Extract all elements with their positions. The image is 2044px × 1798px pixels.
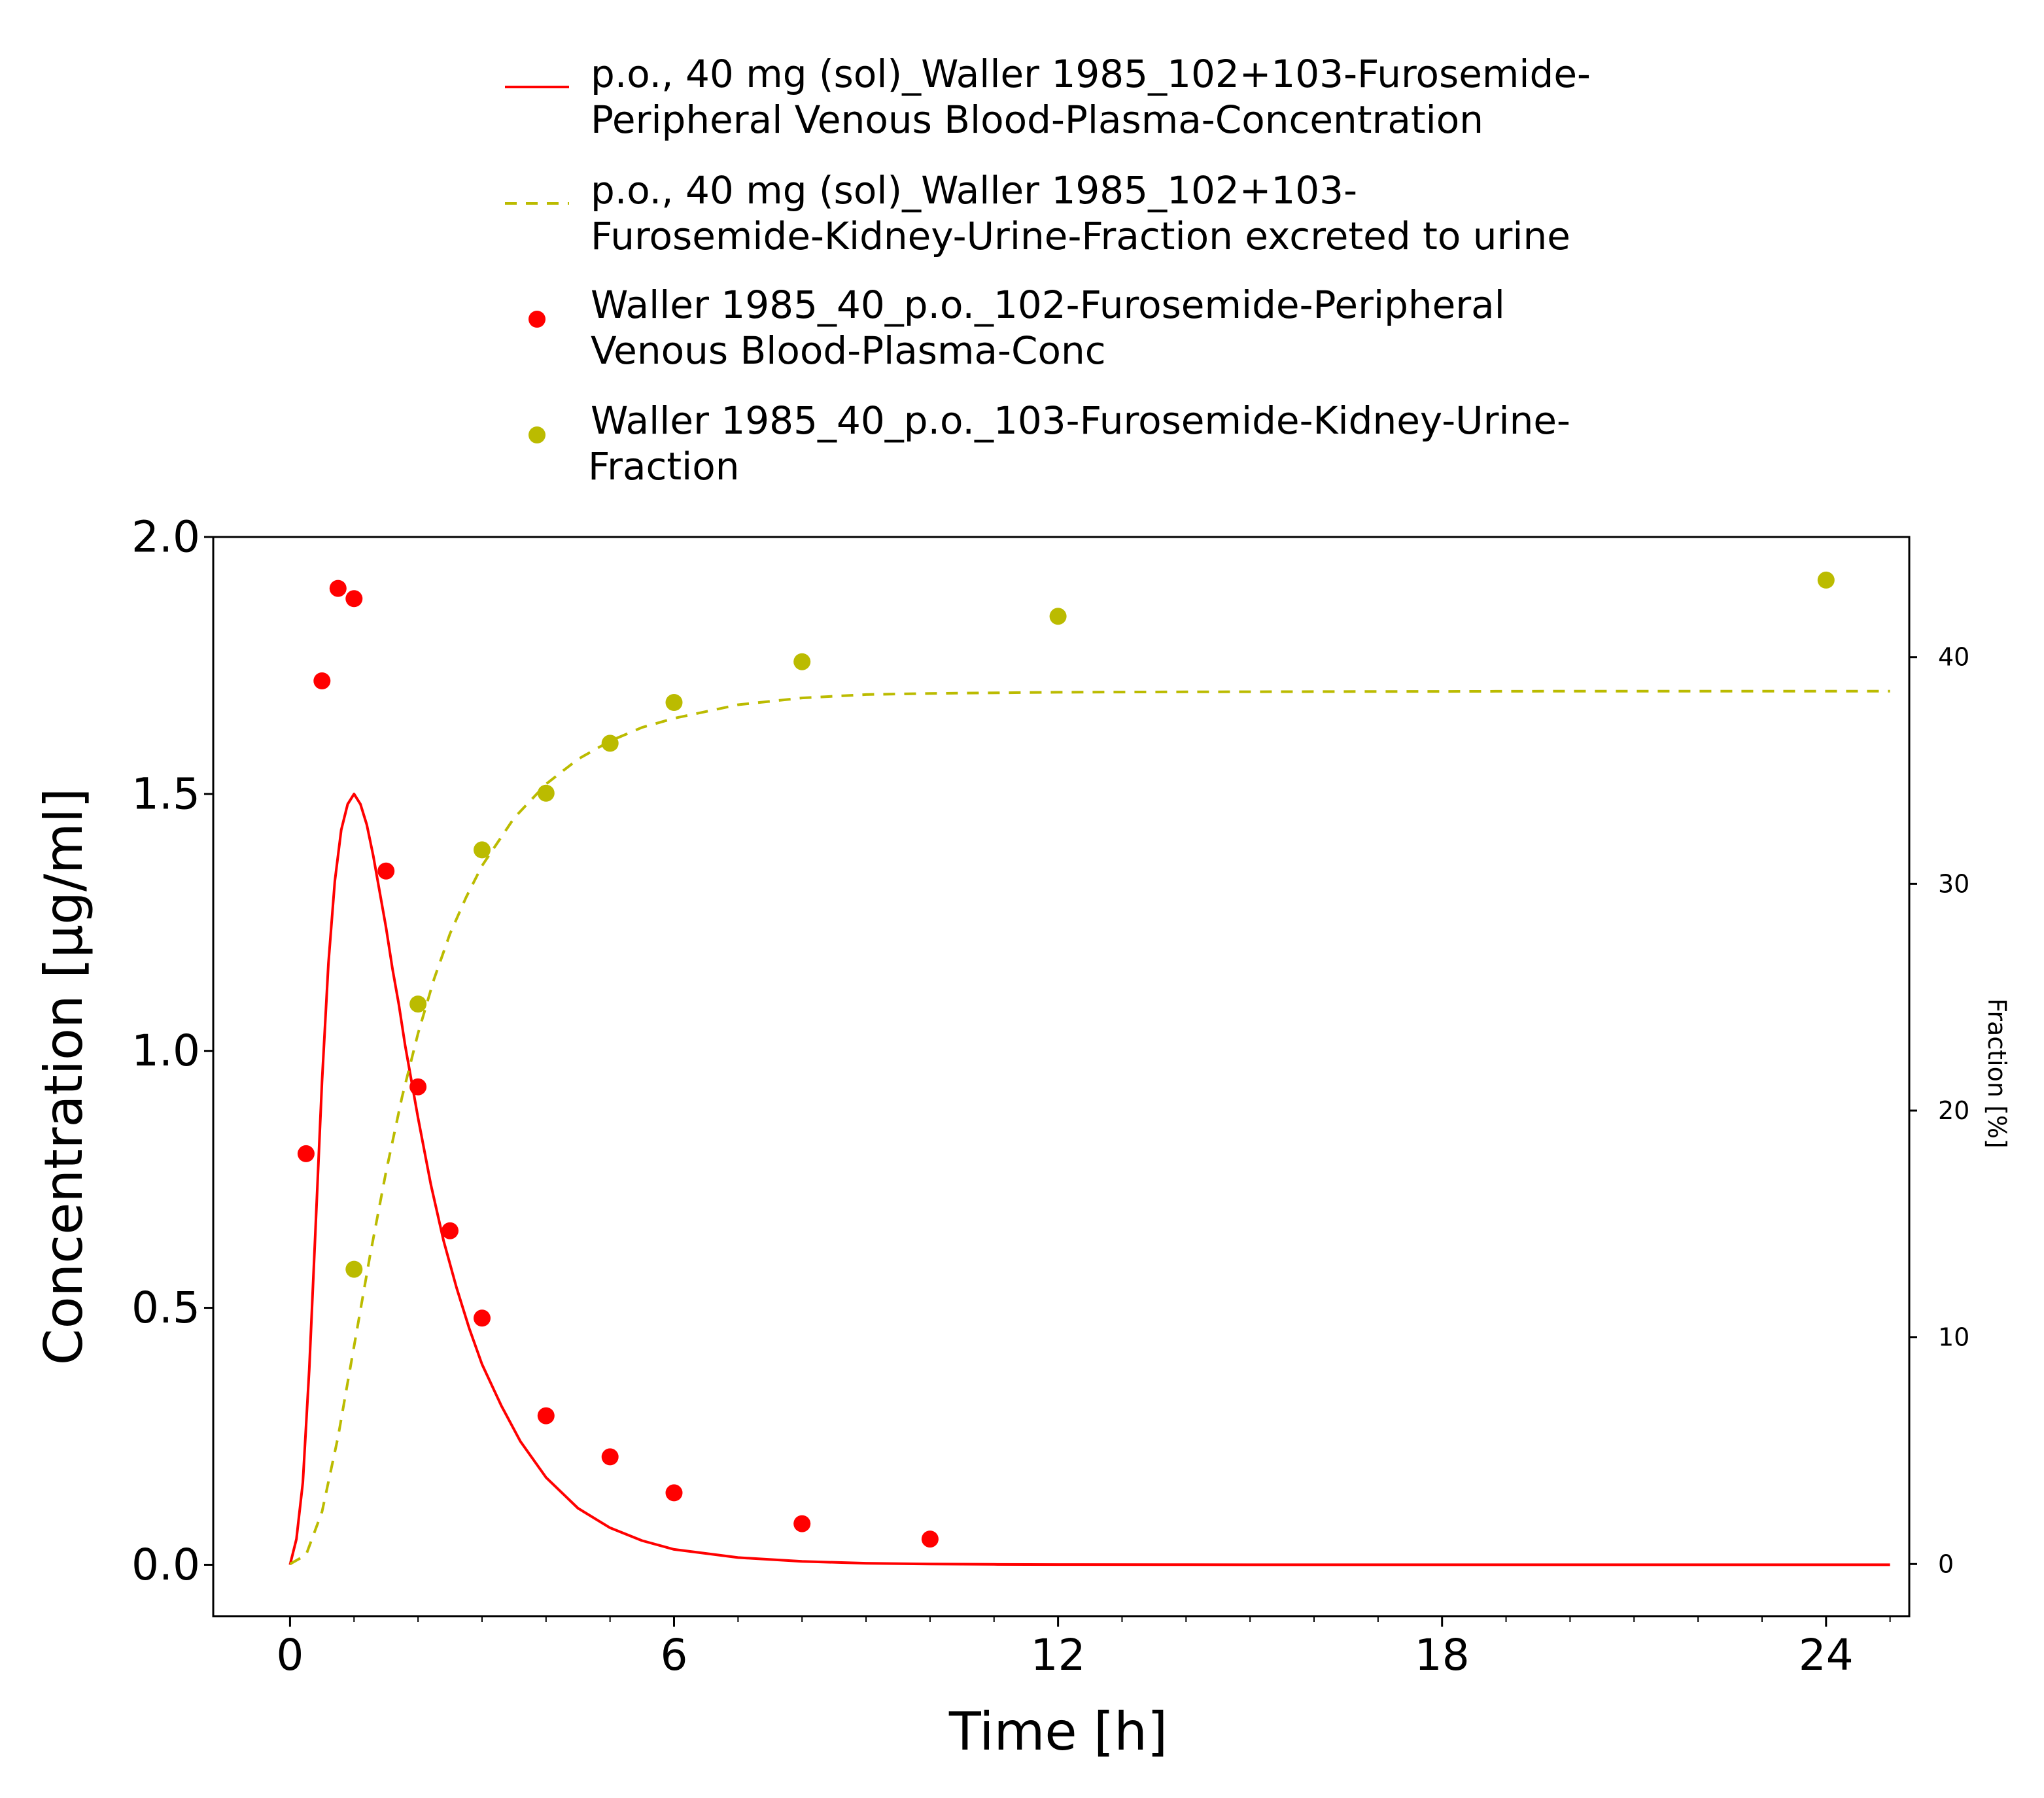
point-obs_plasma xyxy=(601,1448,619,1466)
y-tick-label: 2.0 xyxy=(131,512,200,562)
legend-entry-sim-urine: p.o., 40 mg (sol)_Waller 1985_102+103- F… xyxy=(505,168,1570,258)
series-sim_plasma xyxy=(288,792,1890,1566)
y2-tick-label: 30 xyxy=(1938,869,1969,898)
legend-marker-obs-plasma xyxy=(528,311,546,328)
y-tick-label: 1.5 xyxy=(131,769,200,819)
point-obs_urine xyxy=(793,653,811,670)
point-obs_urine xyxy=(537,784,555,802)
y-tick-label: 0.5 xyxy=(131,1283,200,1333)
legend-label-sim-urine-line2: Furosemide-Kidney-Urine-Fraction excrete… xyxy=(591,214,1570,258)
legend-entry-obs-plasma: Waller 1985_40_p.o._102-Furosemide-Perip… xyxy=(528,283,1505,373)
legend-label-obs-plasma-line1: Waller 1985_40_p.o._102-Furosemide-Perip… xyxy=(591,283,1505,327)
point-obs_urine xyxy=(1049,608,1067,625)
point-obs_plasma xyxy=(313,672,331,689)
series-layer xyxy=(288,571,1890,1566)
point-obs_plasma xyxy=(793,1515,811,1532)
point-obs_plasma xyxy=(537,1407,555,1425)
point-obs_urine xyxy=(345,1260,363,1278)
legend-label-sim-plasma-line2: Peripheral Venous Blood-Plasma-Concentra… xyxy=(591,97,1483,142)
point-obs_urine xyxy=(601,735,619,752)
point-obs_plasma xyxy=(474,1309,491,1327)
legend-label-sim-urine-line1: p.o., 40 mg (sol)_Waller 1985_102+103- xyxy=(591,168,1357,213)
legend-label-obs-urine-line1: Waller 1985_40_p.o._103-Furosemide-Kidne… xyxy=(591,398,1570,443)
y2-tick-label: 0 xyxy=(1938,1549,1954,1578)
point-obs_plasma xyxy=(409,1078,427,1096)
point-obs_plasma xyxy=(377,862,395,880)
point-obs_urine xyxy=(409,995,427,1013)
y-axis-title: Concentration [µg/ml] xyxy=(33,788,94,1366)
x-tick-label: 6 xyxy=(661,1630,688,1680)
legend-marker-obs-urine xyxy=(528,426,546,443)
x-tick-label: 18 xyxy=(1415,1630,1470,1680)
plot-area-frame xyxy=(212,536,1911,1617)
point-obs_plasma xyxy=(921,1530,939,1548)
legend-entry-obs-urine: Waller 1985_40_p.o._103-Furosemide-Kidne… xyxy=(528,398,1570,489)
point-obs_plasma xyxy=(329,579,347,597)
y-tick-label: 0.0 xyxy=(131,1540,200,1590)
point-obs_plasma xyxy=(345,590,363,608)
legend-label-sim-plasma-line1: p.o., 40 mg (sol)_Waller 1985_102+103-Fu… xyxy=(591,52,1591,96)
y2-tick-label: 40 xyxy=(1938,643,1969,672)
x-tick-label: 24 xyxy=(1799,1630,1854,1680)
x-axis-title: Time [h] xyxy=(948,1701,1168,1762)
point-obs_plasma xyxy=(665,1484,683,1502)
y-tick-label: 1.0 xyxy=(131,1026,200,1076)
legend: p.o., 40 mg (sol)_Waller 1985_102+103-Fu… xyxy=(505,52,1591,489)
y2-tick-label: 20 xyxy=(1938,1096,1969,1125)
point-obs_urine xyxy=(474,841,491,859)
series-sim_urine xyxy=(289,689,1890,1566)
legend-entry-sim-plasma: p.o., 40 mg (sol)_Waller 1985_102+103-Fu… xyxy=(505,52,1591,142)
point-obs_urine xyxy=(665,694,683,711)
point-obs_plasma xyxy=(442,1222,459,1239)
y2-tick-label: 10 xyxy=(1938,1323,1969,1352)
y2-axis-title: Fraction [%] xyxy=(1983,998,2011,1149)
x-tick-label: 0 xyxy=(276,1630,303,1680)
point-obs_urine xyxy=(1817,571,1835,589)
point-obs_plasma xyxy=(297,1145,315,1162)
legend-label-obs-urine-line2: Fraction xyxy=(588,444,740,489)
legend-label-obs-plasma-line2: Venous Blood-Plasma-Conc xyxy=(591,328,1106,373)
ticks-layer: 0.0 0.5 1.0 1.5 2.0 0 10 20 30 40 0 6 12 18 24 xyxy=(131,512,1969,1681)
x-tick-label: 12 xyxy=(1031,1630,1086,1680)
